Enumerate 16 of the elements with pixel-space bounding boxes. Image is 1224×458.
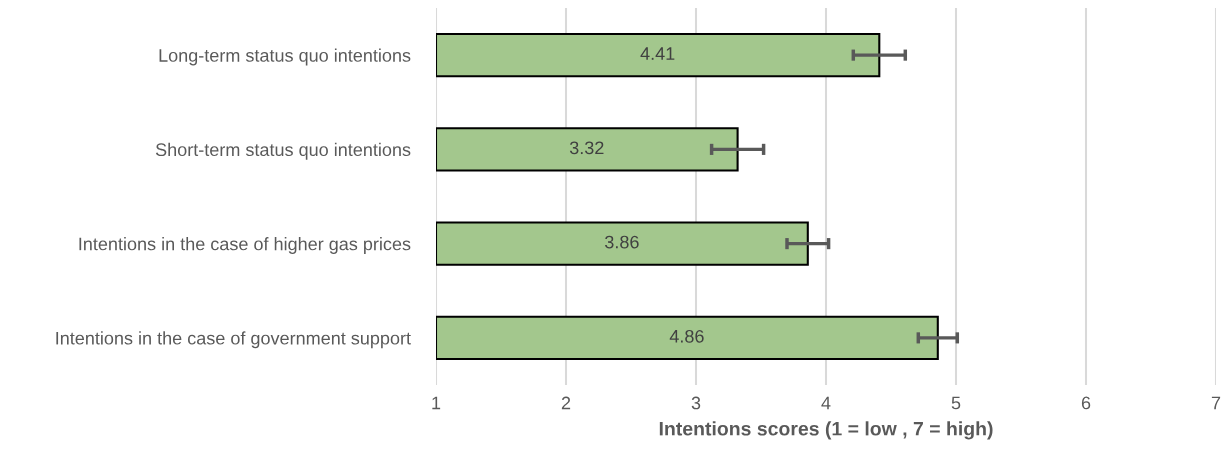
x-tick-label: 6 [1081, 396, 1091, 410]
x-tick-label: 2 [561, 396, 571, 410]
y-tick-label: Intentions in the case of government support [56, 331, 411, 349]
data-label: 4.41 [640, 47, 675, 60]
x-tick-label: 3 [691, 396, 701, 410]
x-tick-label: 7 [1211, 396, 1221, 410]
data-label: 4.86 [669, 329, 704, 343]
data-label: 3.86 [605, 235, 639, 249]
data-label: 3.32 [569, 141, 604, 155]
y-tick-label: Short-term status quo intentions [155, 142, 411, 160]
y-tick-label: Long-term status quo intentions [159, 48, 411, 66]
x-tick-label: 5 [951, 396, 961, 410]
x-tick-label: 1 [432, 396, 441, 410]
y-tick-label: Intentions in the case of higher gas prices [79, 237, 411, 254]
x-axis-title: Intentions scores (1 = low , 7 = high) [659, 421, 993, 440]
x-tick-label: 4 [821, 396, 831, 410]
